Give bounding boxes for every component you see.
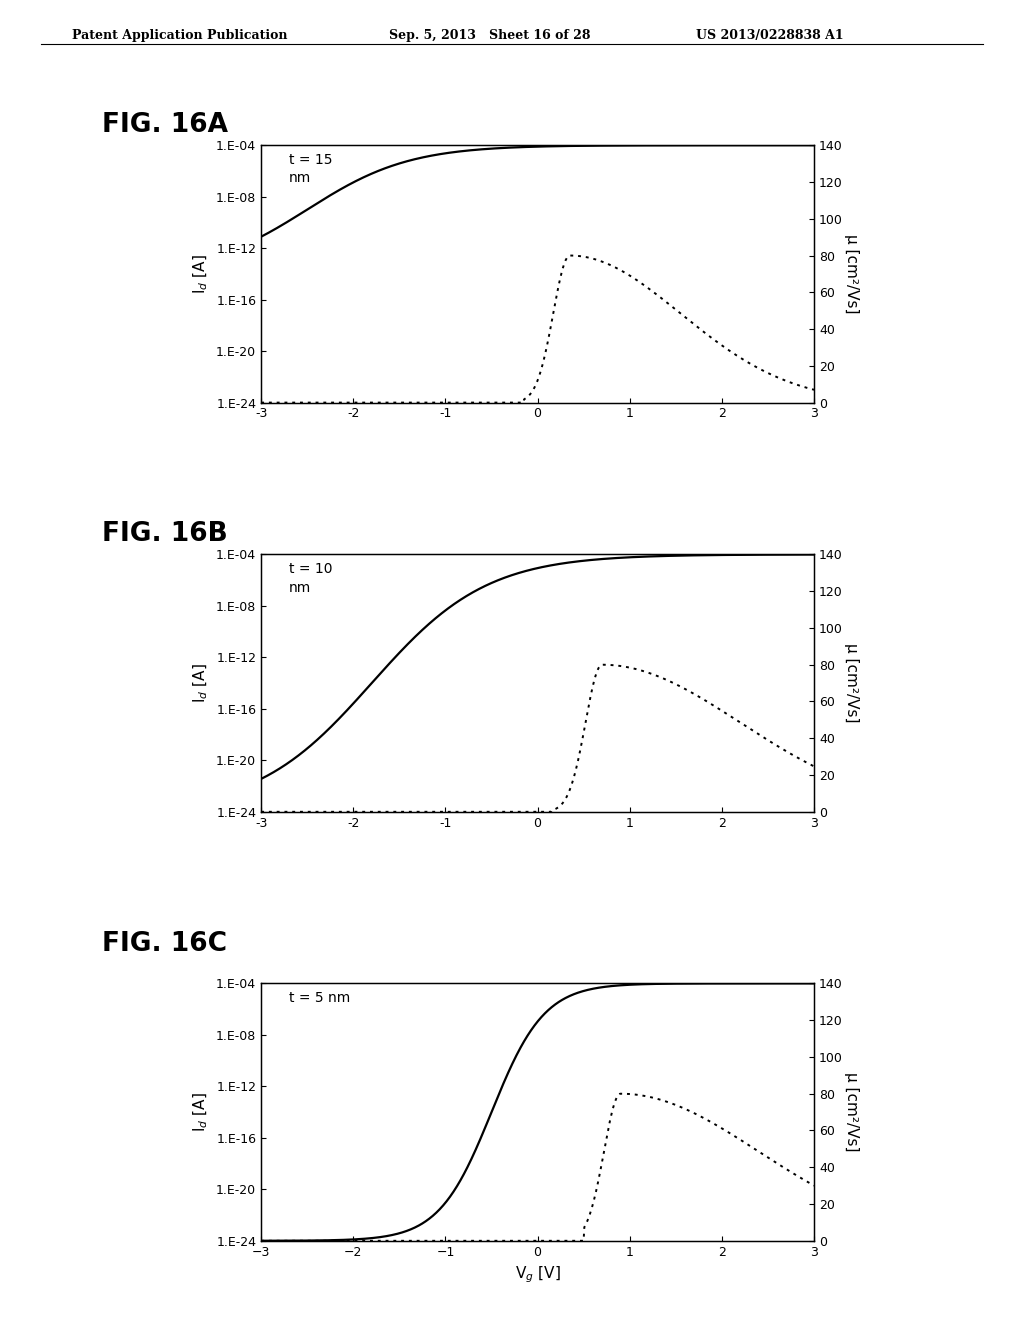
Y-axis label: I$_d$ [A]: I$_d$ [A]: [193, 1092, 211, 1133]
Text: FIG. 16A: FIG. 16A: [102, 112, 228, 139]
Y-axis label: I$_d$ [A]: I$_d$ [A]: [193, 253, 211, 294]
Y-axis label: μ [cm²/Vs]: μ [cm²/Vs]: [845, 643, 859, 723]
Text: FIG. 16C: FIG. 16C: [102, 931, 227, 957]
Text: FIG. 16B: FIG. 16B: [102, 521, 228, 548]
Text: t = 15
nm: t = 15 nm: [289, 153, 332, 185]
Text: Sep. 5, 2013   Sheet 16 of 28: Sep. 5, 2013 Sheet 16 of 28: [389, 29, 591, 42]
Text: Patent Application Publication: Patent Application Publication: [72, 29, 287, 42]
Y-axis label: μ [cm²/Vs]: μ [cm²/Vs]: [845, 1072, 859, 1152]
Y-axis label: I$_d$ [A]: I$_d$ [A]: [193, 663, 211, 704]
Text: US 2013/0228838 A1: US 2013/0228838 A1: [696, 29, 844, 42]
X-axis label: V$_g$ [V]: V$_g$ [V]: [515, 1265, 560, 1284]
Text: t = 5 nm: t = 5 nm: [289, 991, 350, 1005]
Y-axis label: μ [cm²/Vs]: μ [cm²/Vs]: [845, 234, 859, 314]
Text: t = 10
nm: t = 10 nm: [289, 562, 332, 594]
